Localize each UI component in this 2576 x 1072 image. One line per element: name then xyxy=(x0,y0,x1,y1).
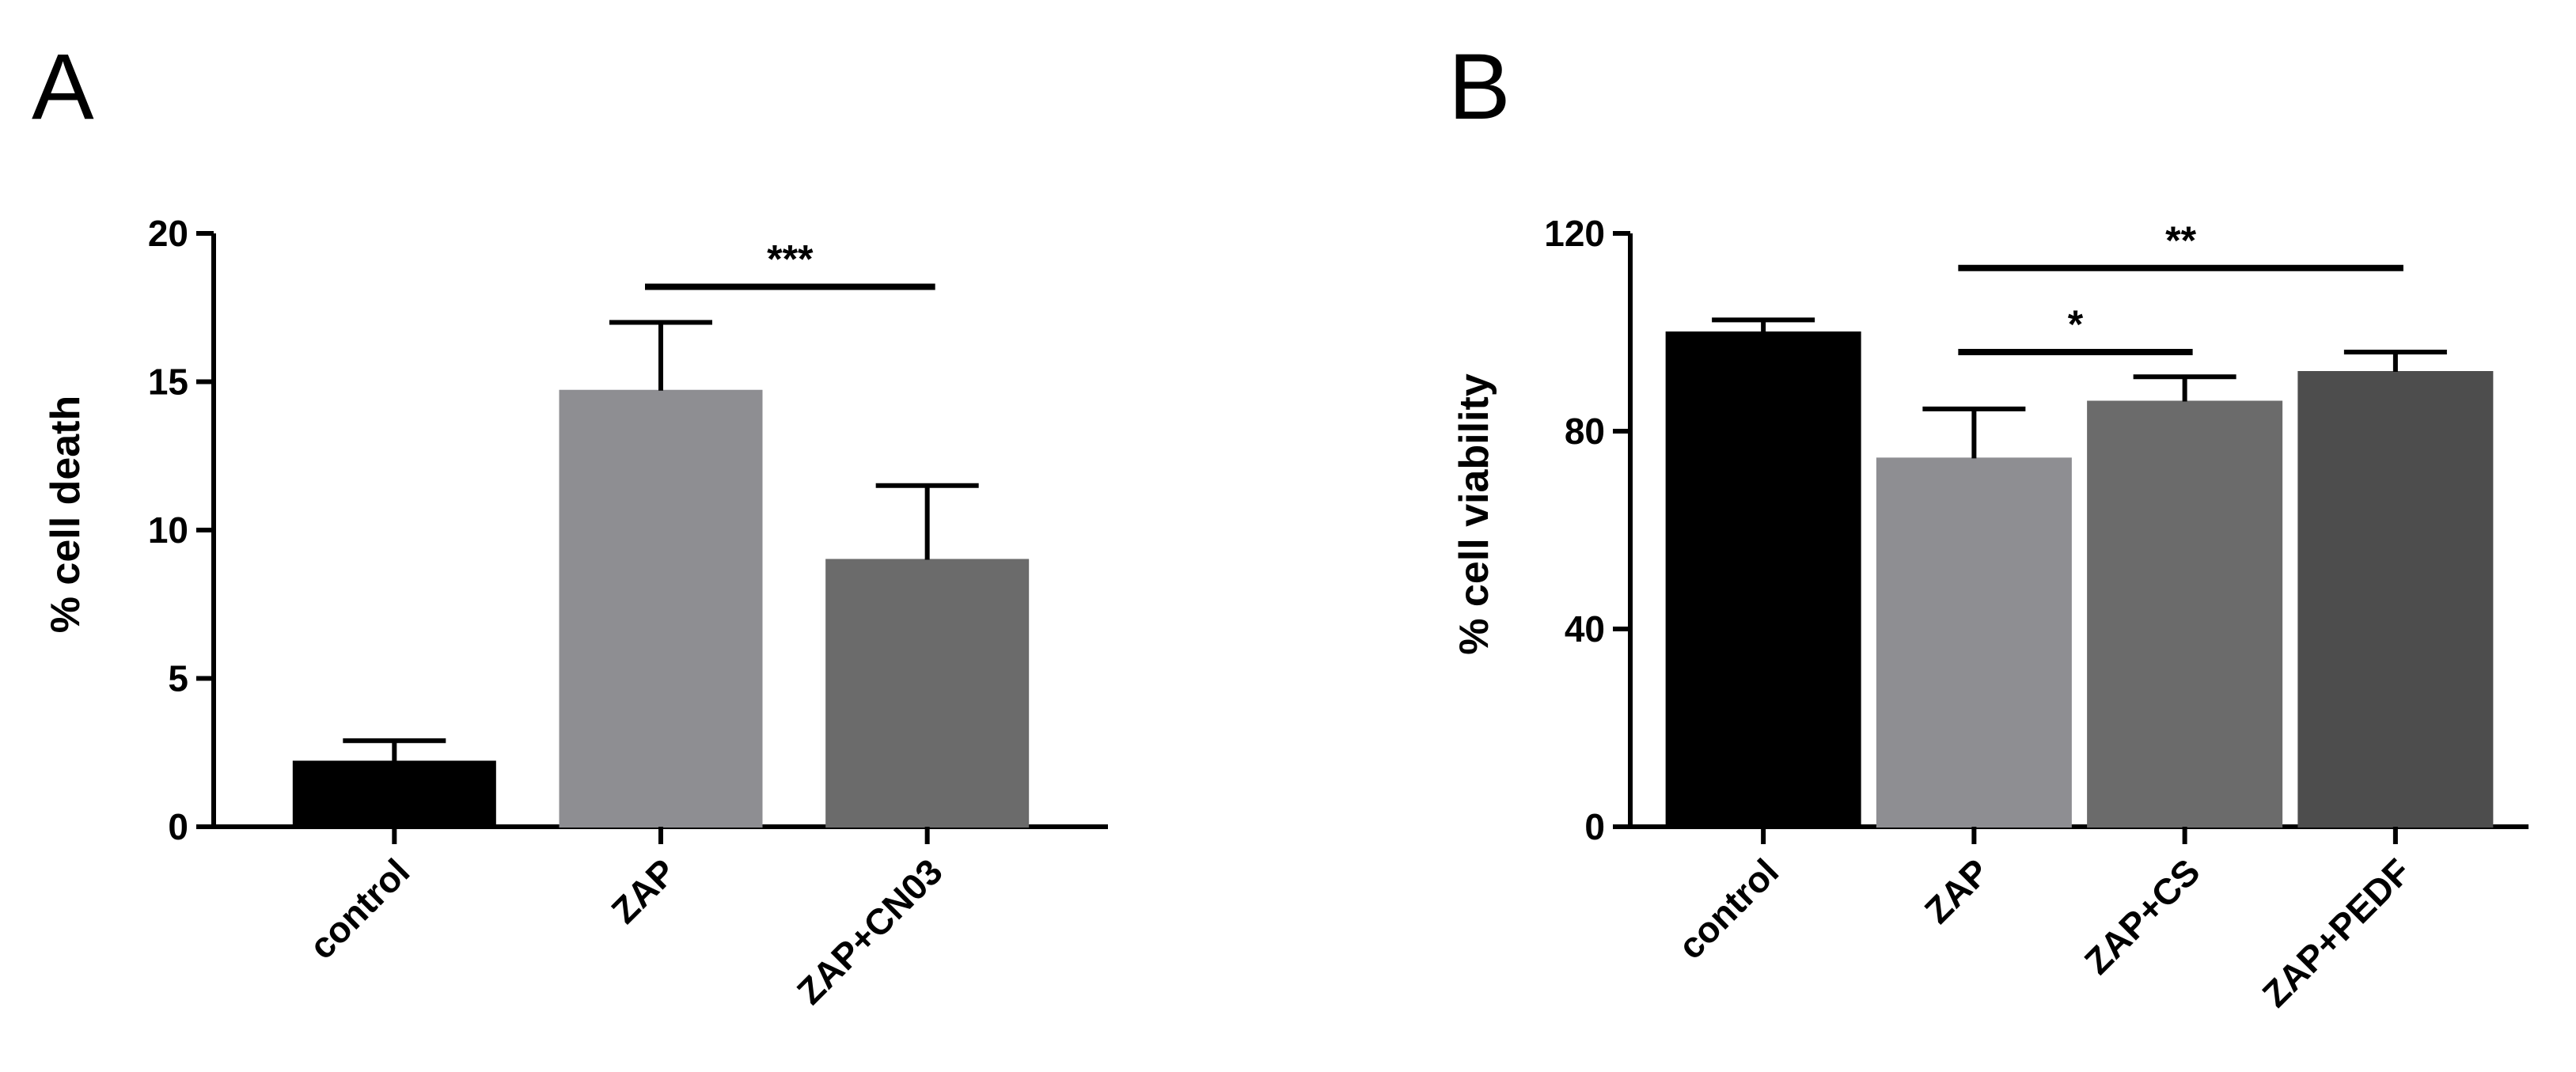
y-tick-label-b: 40 xyxy=(1565,608,1605,650)
y-tick-label-a: 15 xyxy=(148,362,188,403)
bar-a xyxy=(559,389,763,828)
y-tick-label-b: 0 xyxy=(1584,806,1605,847)
bar-b xyxy=(1876,457,2072,828)
significance-label-b: ** xyxy=(2165,218,2196,263)
panel-label-b: B xyxy=(1448,35,1511,139)
y-tick-label-a: 20 xyxy=(148,213,188,254)
panel-label-a: A xyxy=(32,35,94,139)
y-axis-title-a: % cell death xyxy=(43,396,89,634)
significance-label-a: *** xyxy=(767,237,814,282)
y-tick-label-a: 10 xyxy=(148,509,188,551)
bar-b xyxy=(1665,331,1861,828)
bar-a xyxy=(825,559,1030,828)
y-tick-label-b: 80 xyxy=(1565,411,1605,452)
bar-b xyxy=(2297,371,2494,828)
significance-label-b: * xyxy=(2068,302,2084,347)
y-axis-title-b: % cell viability xyxy=(1451,373,1497,655)
y-tick-label-b: 120 xyxy=(1544,213,1605,254)
y-tick-label-a: 5 xyxy=(168,658,188,699)
bar-a xyxy=(292,760,496,828)
y-tick-label-a: 0 xyxy=(168,806,188,847)
bar-b xyxy=(2087,400,2283,828)
